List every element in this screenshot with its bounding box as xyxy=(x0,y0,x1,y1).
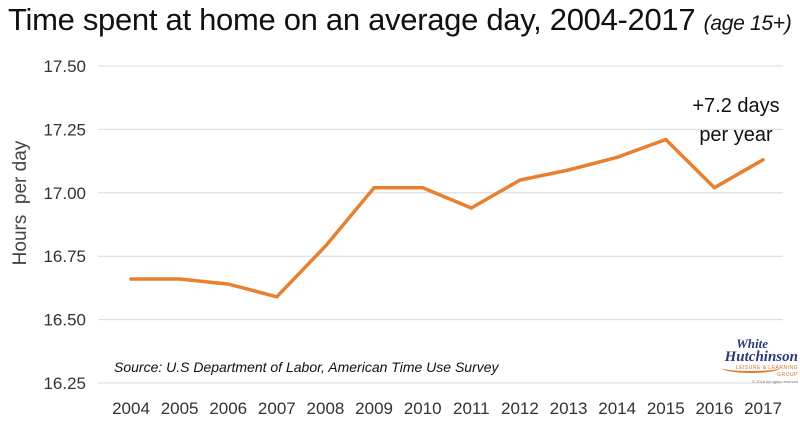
x-tick-label: 2010 xyxy=(404,399,442,418)
chart-subtitle: (age 15+) xyxy=(703,12,792,35)
y-axis-tick-labels: 16.25 16.50 16.75 17.00 17.25 17.50 xyxy=(43,57,86,393)
data-point xyxy=(761,158,765,162)
data-point xyxy=(421,186,425,190)
logo-line-2: Hutchinson xyxy=(724,349,798,365)
data-point xyxy=(566,168,571,172)
y-tick-label: 17.25 xyxy=(43,120,86,139)
chart-title-text: Time spent at home on an average day, 20… xyxy=(8,2,696,37)
x-tick-label: 2011 xyxy=(453,399,490,418)
annotation-line-1: +7.2 days xyxy=(692,95,779,117)
x-tick-label: 2016 xyxy=(695,399,733,418)
data-point xyxy=(615,155,619,159)
chart-title: Time spent at home on an average day, 20… xyxy=(8,2,792,38)
source-note: Source: U.S Department of Labor, America… xyxy=(114,359,500,375)
x-tick-label: 2008 xyxy=(307,399,345,418)
x-tick-label: 2004 xyxy=(112,399,150,418)
x-axis-tick-labels: 2004 2005 2006 2007 2008 2009 2010 2011 2012 2013… xyxy=(112,399,782,418)
data-point xyxy=(518,178,522,182)
data-points xyxy=(129,137,765,299)
white-hutchinson-logo: White Hutchinson LEISURE & LEARNING GROU… xyxy=(716,337,798,385)
x-tick-label: 2015 xyxy=(647,399,685,418)
y-tick-label: 17.50 xyxy=(43,57,86,76)
data-point xyxy=(129,277,133,281)
series-line xyxy=(129,137,765,299)
x-tick-label: 2007 xyxy=(258,399,296,418)
gridlines xyxy=(98,65,783,384)
y-axis-label: Hours per day xyxy=(10,140,31,265)
x-tick-label: 2014 xyxy=(598,399,636,418)
y-tick-label: 17.00 xyxy=(43,184,86,203)
logo-line-1: White xyxy=(736,336,768,351)
annotation-line-2: per year xyxy=(699,124,773,146)
x-tick-label: 2013 xyxy=(550,399,588,418)
x-tick-label: 2009 xyxy=(355,399,393,418)
data-point xyxy=(372,186,376,190)
logo-swoosh-icon xyxy=(722,363,780,373)
data-point xyxy=(712,186,716,190)
y-tick-label: 16.25 xyxy=(43,374,86,393)
data-point xyxy=(323,244,328,248)
logo-line-4: © 2018 All rights reserved xyxy=(752,379,798,384)
data-point xyxy=(469,206,473,210)
data-point xyxy=(226,282,230,286)
x-tick-label: 2012 xyxy=(501,399,539,418)
x-tick-label: 2006 xyxy=(209,399,247,418)
y-tick-label: 16.75 xyxy=(43,247,86,266)
data-point xyxy=(178,277,182,281)
x-tick-label: 2017 xyxy=(744,399,782,418)
data-point xyxy=(275,295,279,299)
x-tick-label: 2005 xyxy=(161,399,199,418)
data-point xyxy=(664,137,668,142)
y-tick-label: 16.50 xyxy=(43,311,86,330)
